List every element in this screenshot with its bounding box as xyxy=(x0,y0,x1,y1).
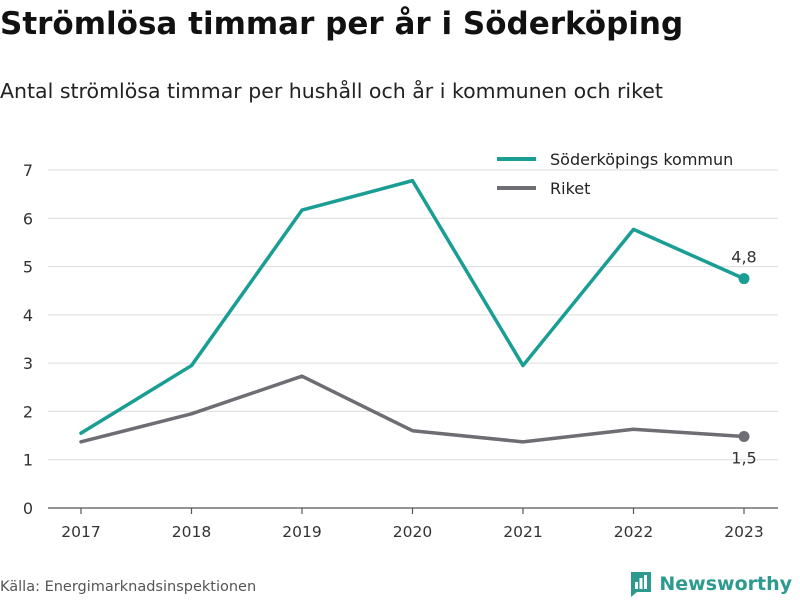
y-tick-label: 2 xyxy=(23,402,33,421)
x-tick-label: 2017 xyxy=(61,523,100,541)
y-tick-label: 3 xyxy=(23,354,33,373)
series-line xyxy=(79,374,746,444)
series: 4,8 1,5 xyxy=(79,178,757,468)
end-point xyxy=(738,431,750,443)
series-1: 1,5 xyxy=(79,374,757,468)
end-value-label: 4,8 xyxy=(731,248,756,267)
x-tick-label: 2023 xyxy=(724,523,763,541)
gridlines xyxy=(48,169,778,461)
chart-subtitle: Antal strömlösa timmar per hushåll och å… xyxy=(0,79,663,103)
brand: Newsworthy xyxy=(629,570,792,598)
legend-label: Söderköpings kommun xyxy=(550,150,733,169)
axes: 0 1 2 3 4 5 6 7 2017 2018 2019 2020 2021 2022 2023 xyxy=(23,161,778,541)
newsworthy-logo-icon xyxy=(631,572,652,597)
end-point xyxy=(738,273,750,285)
y-tick-label: 6 xyxy=(23,209,33,228)
chart-title: Strömlösa timmar per år i Söderköping xyxy=(0,6,684,42)
source-note: Källa: Energimarknadsinspektionen xyxy=(0,579,257,595)
y-tick-label: 5 xyxy=(23,258,33,277)
x-tick-label: 2022 xyxy=(614,523,653,541)
brand-name: Newsworthy xyxy=(659,573,792,595)
x-tick-label: 2020 xyxy=(393,523,432,541)
y-tick-label: 1 xyxy=(23,451,33,470)
legend-label: Riket xyxy=(550,179,590,198)
end-value-label: 1,5 xyxy=(731,449,756,468)
legend: Söderköpings kommun Riket xyxy=(497,150,733,198)
x-tick-label: 2021 xyxy=(503,523,542,541)
y-tick-label: 0 xyxy=(23,499,33,518)
x-tick-label: 2019 xyxy=(282,523,321,541)
series-0: 4,8 xyxy=(79,178,757,435)
y-tick-label: 7 xyxy=(23,161,33,180)
series-line xyxy=(79,178,746,435)
x-tick-label: 2018 xyxy=(172,523,211,541)
y-tick-label: 4 xyxy=(23,306,33,325)
